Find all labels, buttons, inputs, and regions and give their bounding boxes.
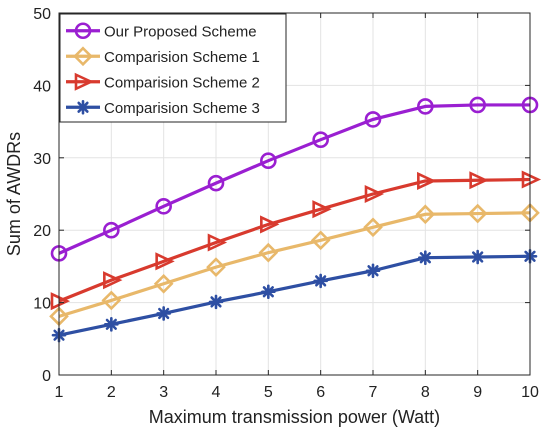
data-point bbox=[207, 233, 228, 252]
legend-label: Comparision Scheme 1 bbox=[104, 49, 260, 66]
data-point bbox=[155, 252, 175, 271]
legend-label: Our Proposed Scheme bbox=[104, 23, 257, 40]
series-line bbox=[58, 211, 531, 318]
x-tick-label: 6 bbox=[316, 384, 325, 401]
data-point bbox=[261, 284, 276, 300]
data-point bbox=[155, 198, 172, 215]
legend-entry: Comparision Scheme 3 bbox=[66, 100, 260, 117]
x-tick-label: 8 bbox=[421, 384, 430, 401]
legend-entry: Comparision Scheme 2 bbox=[66, 72, 260, 91]
data-point bbox=[363, 217, 383, 238]
legend-marker bbox=[75, 99, 91, 115]
data-point bbox=[418, 250, 433, 266]
x-tick-label: 3 bbox=[159, 384, 168, 401]
series-1 bbox=[50, 96, 539, 262]
data-point bbox=[417, 98, 434, 115]
x-tick-label: 2 bbox=[107, 384, 116, 401]
legend-marker bbox=[74, 22, 92, 40]
data-point bbox=[260, 152, 277, 169]
data-point bbox=[415, 204, 436, 225]
x-axis-title: Maximum transmission power (Watt) bbox=[149, 407, 440, 427]
data-point bbox=[207, 174, 225, 192]
legend-label: Comparision Scheme 3 bbox=[104, 100, 260, 117]
data-point bbox=[153, 273, 174, 294]
legend-entry: Our Proposed Scheme bbox=[66, 22, 257, 40]
data-point bbox=[365, 263, 381, 279]
data-point bbox=[417, 171, 437, 191]
x-tick-label: 5 bbox=[264, 384, 273, 401]
series-line bbox=[58, 103, 530, 255]
y-tick-label: 0 bbox=[42, 368, 51, 385]
y-axis-title: Sum of AWDRs bbox=[4, 132, 24, 256]
marker-stroke bbox=[158, 307, 170, 320]
data-point bbox=[467, 203, 488, 224]
y-tick-label: 50 bbox=[33, 6, 51, 23]
legend: Our Proposed Scheme Comparision Scheme 1 C… bbox=[59, 13, 287, 123]
data-point bbox=[470, 249, 485, 265]
marker-stroke bbox=[105, 318, 117, 330]
data-point bbox=[312, 131, 329, 148]
data-point bbox=[206, 257, 226, 277]
data-point bbox=[364, 111, 382, 128]
axis-ticks: 1 2 3 4 5 6 7 8 9 10 0 10 20 30 40 50 bbox=[33, 6, 539, 401]
data-point bbox=[310, 230, 331, 251]
data-point bbox=[104, 317, 119, 332]
data-point bbox=[313, 273, 328, 289]
series-layer bbox=[49, 96, 542, 343]
marker-stroke bbox=[419, 252, 431, 264]
marker-stroke bbox=[315, 275, 327, 287]
x-tick-label: 7 bbox=[369, 384, 378, 401]
y-tick-label: 40 bbox=[33, 78, 51, 95]
x-tick-label: 9 bbox=[473, 384, 482, 401]
x-tick-label: 4 bbox=[212, 384, 221, 401]
data-point bbox=[469, 96, 486, 114]
data-point bbox=[103, 221, 120, 239]
y-tick-label: 20 bbox=[33, 223, 51, 240]
y-tick-label: 10 bbox=[33, 296, 51, 313]
x-tick-label: 10 bbox=[521, 384, 539, 401]
series-2 bbox=[49, 202, 540, 327]
marker-stroke bbox=[77, 101, 89, 113]
series-line bbox=[58, 254, 531, 337]
plot-frame bbox=[58, 12, 531, 376]
data-point bbox=[156, 306, 171, 321]
data-point bbox=[260, 215, 280, 234]
data-point bbox=[103, 271, 123, 290]
data-point bbox=[469, 171, 489, 190]
legend-entry: Comparision Scheme 1 bbox=[66, 46, 260, 67]
marker-stroke bbox=[367, 265, 379, 277]
marker-stroke bbox=[472, 251, 484, 263]
legend-marker bbox=[73, 46, 93, 67]
data-point bbox=[258, 242, 279, 263]
series-line bbox=[58, 177, 531, 303]
legend-marker bbox=[74, 72, 95, 91]
data-point bbox=[208, 294, 224, 310]
data-point bbox=[364, 184, 385, 204]
x-tick-label: 1 bbox=[55, 384, 64, 401]
data-point bbox=[101, 290, 122, 311]
data-point bbox=[312, 200, 332, 219]
marker-stroke bbox=[262, 286, 274, 298]
legend-label: Comparision Scheme 2 bbox=[104, 74, 260, 91]
marker-stroke bbox=[210, 296, 222, 308]
y-tick-label: 30 bbox=[33, 151, 51, 168]
